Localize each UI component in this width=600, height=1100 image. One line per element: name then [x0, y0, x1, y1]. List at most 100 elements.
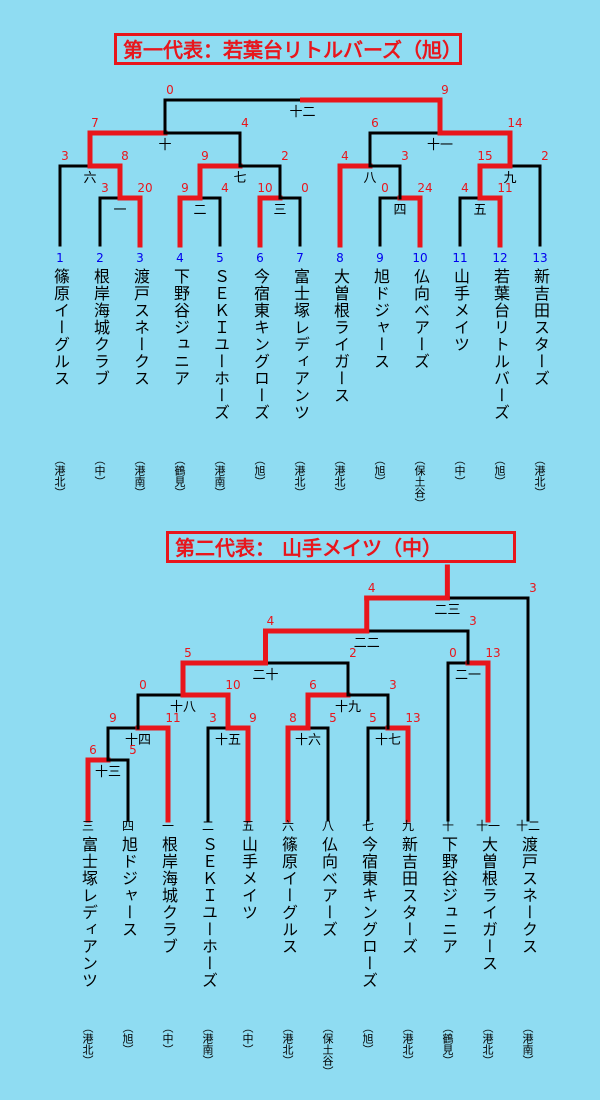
team-name: ＳＥＫＩユーホーズ [211, 268, 230, 421]
team-name: ＳＥＫＩユーホーズ [199, 836, 218, 989]
team-district: （港南） [521, 1022, 534, 1066]
team-seed: 3 [136, 251, 144, 265]
team-district: （保土谷） [321, 1022, 334, 1077]
game-number: 十五 [215, 733, 241, 748]
team-seed: 十 [442, 819, 454, 833]
score-label: 3 [529, 581, 537, 595]
team-seed: 7 [296, 251, 304, 265]
score-label: 0 [166, 83, 174, 97]
team-seed: 1 [56, 251, 64, 265]
team-district: （鶴見） [441, 1022, 454, 1066]
game-number: 十三 [95, 765, 121, 780]
team-seed: 十二 [516, 819, 540, 833]
score-label: 5 [129, 743, 137, 757]
score-label: 4 [461, 181, 469, 195]
score-label: 0 [301, 181, 309, 195]
score-label: 4 [368, 581, 376, 595]
team-seed: 4 [176, 251, 184, 265]
score-label: 9 [441, 83, 449, 97]
score-label: 13 [405, 711, 420, 725]
game-number: 十一 [427, 138, 453, 153]
team-name: 旭ドジャース [119, 836, 138, 938]
team-name: 渡戸スネークス [519, 836, 538, 955]
score-label: 0 [139, 678, 147, 692]
team-seed: 11 [452, 251, 467, 265]
team-district: （港北） [401, 1022, 414, 1066]
team-seed: 5 [216, 251, 224, 265]
score-label: 3 [469, 614, 477, 628]
score-label: 6 [371, 116, 379, 130]
team-seed: 8 [336, 251, 344, 265]
game-number: 二 [193, 203, 206, 218]
team-district: （港南） [213, 454, 226, 498]
team-district: （保土谷） [413, 454, 426, 509]
score-label: 4 [341, 149, 349, 163]
team-district: （旭） [493, 454, 506, 487]
game-number: 二十 [252, 668, 278, 683]
team-name: 大曽根ライガース [331, 268, 350, 404]
team-district: （港北） [281, 1022, 294, 1066]
team-name: 篠原イーグルス [279, 836, 298, 955]
score-label: 11 [497, 181, 512, 195]
game-number: 四 [393, 203, 406, 218]
team-seed: 七 [362, 819, 374, 833]
team-name: 富士塚レディアンツ [79, 836, 98, 989]
team-name: 若葉台リトルバーズ [491, 268, 510, 421]
game-number: 十 [158, 138, 171, 153]
team-district: （港北） [333, 454, 346, 498]
team-name: 山手メイツ [239, 836, 258, 921]
score-label: 2 [349, 646, 357, 660]
team-name: 旭ドジャース [371, 268, 390, 370]
team-name: 根岸海城クラブ [159, 836, 178, 955]
game-number: 二三 [434, 603, 460, 618]
team-name: 篠原イーグルス [51, 268, 70, 387]
team-seed: 三 [82, 819, 94, 833]
team-seed: 12 [492, 251, 507, 265]
score-label: 15 [477, 149, 492, 163]
team-seed: 六 [282, 819, 294, 833]
team-district: （鶴見） [173, 454, 186, 498]
score-label: 4 [267, 614, 275, 628]
team-seed: 9 [376, 251, 384, 265]
team-name: 新吉田スターズ [399, 836, 418, 955]
game-number: 六 [83, 171, 96, 186]
score-label: 6 [89, 743, 97, 757]
score-label: 0 [381, 181, 389, 195]
team-district: （旭） [373, 454, 386, 487]
game-number: 十八 [170, 700, 196, 715]
team-seed: 2 [96, 251, 104, 265]
game-number: 七 [233, 171, 246, 186]
game-number: 八 [363, 171, 376, 186]
team-seed: 6 [256, 251, 264, 265]
team-district: （港北） [481, 1022, 494, 1066]
score-label: 4 [241, 116, 249, 130]
team-name: 今宿東キングローズ [251, 268, 270, 421]
game-number: 十七 [375, 733, 401, 748]
game-number: 九 [503, 171, 516, 186]
score-label: 5 [329, 711, 337, 725]
team-name: 今宿東キングローズ [359, 836, 378, 989]
team-name: 新吉田スターズ [531, 268, 550, 387]
team-district: （港南） [201, 1022, 214, 1066]
score-label: 5 [369, 711, 377, 725]
team-seed: 八 [322, 819, 334, 833]
score-label: 10 [225, 678, 240, 692]
score-label: 24 [417, 181, 432, 195]
score-label: 9 [181, 181, 189, 195]
team-seed: 13 [532, 251, 547, 265]
score-label: 7 [91, 116, 99, 130]
team-district: （港北） [81, 1022, 94, 1066]
team-district: （中） [93, 454, 106, 487]
score-label: 8 [289, 711, 297, 725]
game-number: 二二 [354, 636, 380, 651]
team-name: 大曽根ライガース [479, 836, 498, 972]
team-district: （旭） [361, 1022, 374, 1055]
score-label: 11 [165, 711, 180, 725]
bracket2-title: 第二代表： 山手メイツ（中） [166, 531, 516, 563]
team-seed: 一 [162, 819, 174, 833]
team-district: （港北） [533, 454, 546, 498]
team-district: （中） [453, 454, 466, 487]
team-name: 下野谷ジュニア [171, 268, 190, 387]
score-label: 8 [121, 149, 129, 163]
